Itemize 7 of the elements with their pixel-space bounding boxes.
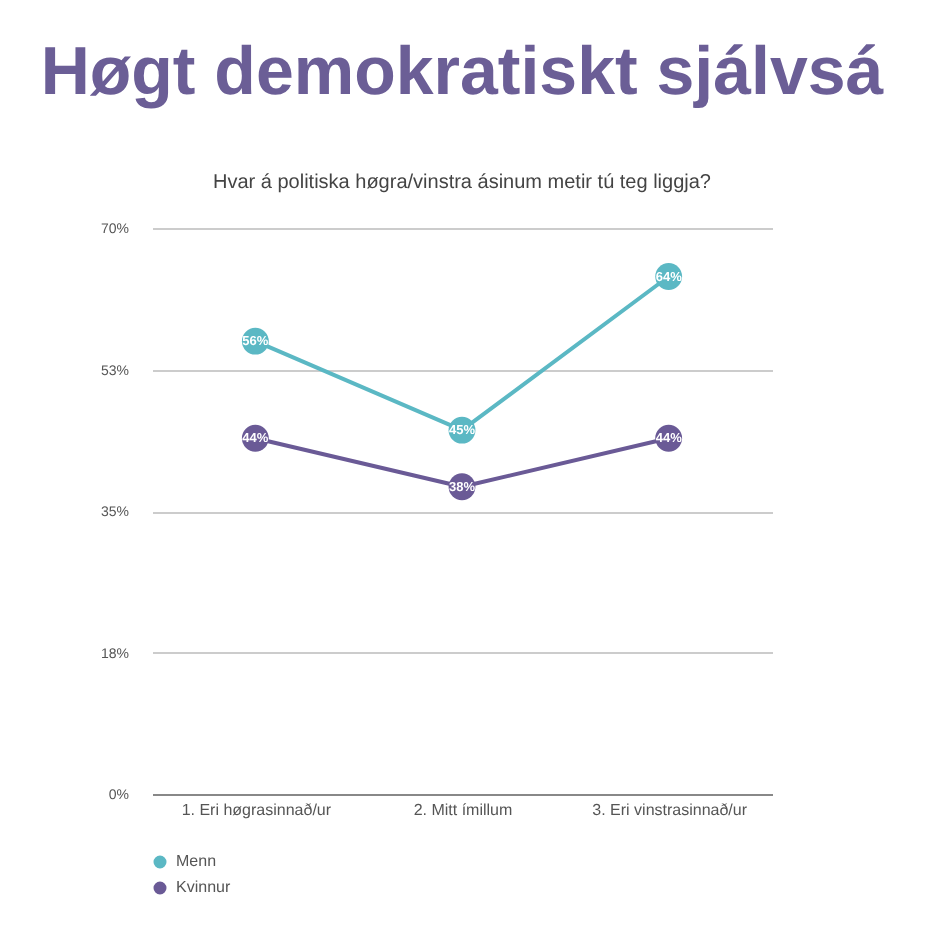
x-tick-label: 1. Eri høgrasinnað/ur <box>181 801 332 819</box>
chart-title: Høgt demokratiskt sjálvsá <box>40 34 884 110</box>
legend-label: Kvinnur <box>176 878 231 896</box>
legend-label: Menn <box>176 852 217 870</box>
x-tick-label: 2. Mitt ímillum <box>413 801 513 819</box>
chart-subtitle: Hvar á politiska høgra/vinstra ásinum metir tú teg liggja? <box>213 172 712 194</box>
x-tick-label: 3. Eri vinstrasinnað/ur <box>592 801 748 819</box>
